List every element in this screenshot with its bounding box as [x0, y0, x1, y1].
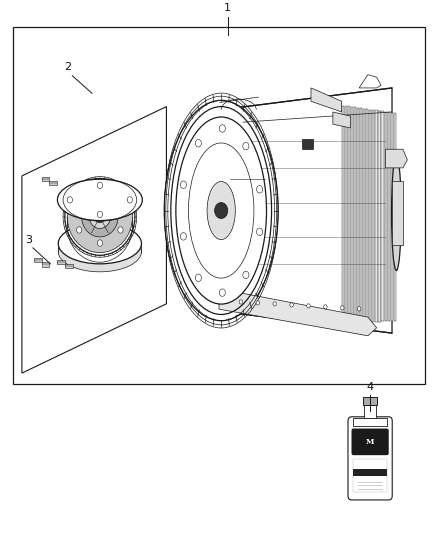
Circle shape [180, 181, 187, 189]
Bar [375, 110, 378, 322]
Circle shape [243, 271, 249, 279]
Bar [392, 181, 403, 245]
Bar [353, 418, 387, 426]
Ellipse shape [176, 117, 266, 304]
Circle shape [340, 306, 344, 310]
Circle shape [97, 188, 102, 194]
Circle shape [273, 302, 276, 306]
Circle shape [77, 201, 82, 207]
Polygon shape [221, 88, 392, 333]
Circle shape [243, 142, 249, 150]
Polygon shape [219, 290, 377, 336]
Circle shape [324, 305, 327, 309]
Circle shape [256, 301, 260, 305]
Ellipse shape [89, 205, 110, 229]
Circle shape [307, 304, 310, 308]
Ellipse shape [392, 156, 401, 271]
Bar [345, 106, 347, 324]
Ellipse shape [67, 181, 132, 253]
Ellipse shape [207, 181, 235, 240]
Bar [348, 107, 350, 324]
Bar [34, 258, 42, 262]
Circle shape [219, 289, 226, 296]
Bar [353, 469, 387, 476]
Bar [394, 113, 396, 320]
Circle shape [195, 140, 201, 147]
Bar [363, 397, 377, 405]
Bar [366, 109, 368, 322]
Circle shape [97, 211, 102, 217]
Bar [353, 459, 387, 492]
Ellipse shape [81, 197, 118, 237]
Bar [364, 405, 376, 418]
Circle shape [67, 197, 73, 203]
Bar [357, 108, 359, 323]
Polygon shape [385, 149, 407, 168]
Bar [391, 112, 393, 321]
Text: 3: 3 [25, 235, 32, 245]
Circle shape [118, 227, 123, 233]
Bar [42, 177, 49, 181]
Bar [49, 181, 57, 185]
Circle shape [180, 232, 187, 240]
Ellipse shape [164, 100, 278, 321]
Bar [369, 110, 371, 322]
Bar [65, 264, 73, 268]
Circle shape [357, 306, 361, 311]
Circle shape [215, 203, 228, 219]
Circle shape [257, 185, 263, 193]
Text: 2: 2 [64, 62, 71, 72]
Ellipse shape [188, 143, 254, 278]
Bar [351, 107, 353, 324]
Ellipse shape [58, 231, 141, 272]
Circle shape [118, 201, 123, 207]
Circle shape [97, 182, 102, 189]
Circle shape [239, 300, 243, 304]
Ellipse shape [57, 179, 142, 221]
Circle shape [219, 125, 226, 132]
Text: 4: 4 [367, 382, 374, 392]
Ellipse shape [58, 223, 141, 264]
Bar [354, 107, 356, 324]
Text: 1: 1 [224, 3, 231, 13]
Bar [372, 110, 374, 322]
Polygon shape [311, 88, 342, 112]
Bar [388, 112, 390, 321]
FancyBboxPatch shape [351, 429, 389, 455]
Circle shape [257, 228, 263, 236]
Polygon shape [22, 107, 166, 373]
Bar [302, 139, 313, 149]
FancyBboxPatch shape [348, 417, 392, 500]
Bar [342, 106, 344, 324]
Circle shape [97, 240, 102, 246]
Circle shape [195, 274, 201, 281]
Bar [378, 111, 381, 321]
Circle shape [127, 197, 132, 203]
Polygon shape [333, 112, 350, 128]
Bar [363, 109, 365, 323]
Bar [381, 111, 384, 321]
Bar [360, 108, 362, 323]
Circle shape [77, 227, 82, 233]
Polygon shape [359, 75, 381, 88]
Bar [42, 262, 49, 266]
Circle shape [290, 303, 293, 307]
Text: M: M [366, 438, 374, 446]
Bar [57, 260, 65, 264]
Bar [385, 112, 387, 321]
Ellipse shape [95, 211, 105, 223]
Bar [13, 27, 425, 384]
